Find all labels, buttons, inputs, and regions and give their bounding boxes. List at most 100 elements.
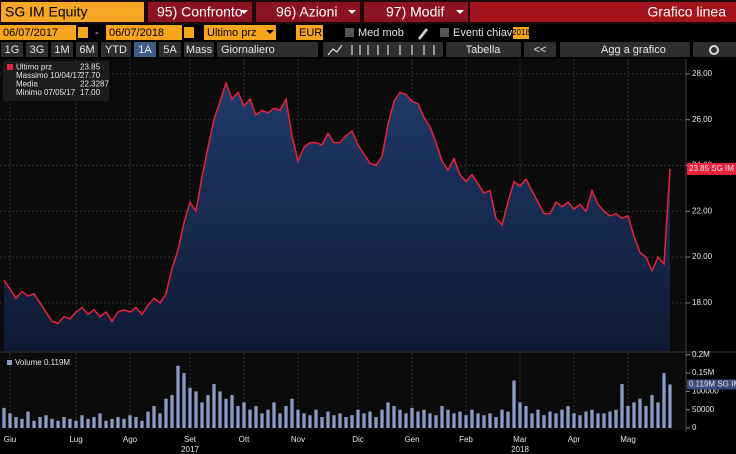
volume-bar <box>230 395 234 428</box>
volume-bar <box>98 413 102 428</box>
button-row: 1G 3G 1M 6M YTD 1A 5A Mass Giornaliero <box>1 42 318 57</box>
calendar-icon[interactable] <box>78 27 88 38</box>
x-tick-label: Apr <box>568 435 581 444</box>
y-tick-label: 0.15M <box>692 368 715 377</box>
volume-bar <box>56 420 60 428</box>
volume-bar <box>38 417 42 428</box>
price-line <box>3 80 671 325</box>
moving-avg: Med mob <box>358 27 404 39</box>
x-year-label: 2017 <box>181 445 199 454</box>
volume-bar <box>506 411 510 428</box>
tab[interactable] <box>256 2 360 22</box>
volume-bar <box>488 413 492 428</box>
volume-bar <box>260 413 264 428</box>
volume-bar <box>200 402 204 428</box>
volume-bar <box>290 398 294 428</box>
volume-bar <box>170 395 174 428</box>
volume-bar <box>392 406 396 428</box>
period-button[interactable] <box>51 42 73 57</box>
tab[interactable] <box>364 2 468 22</box>
volume-bar <box>362 413 366 428</box>
volume-bar <box>68 418 72 428</box>
volume-bar <box>344 417 348 428</box>
stat-value: 17.00 <box>80 88 101 97</box>
start-date: 06/07/2017 <box>3 27 58 39</box>
add-button[interactable] <box>560 42 690 57</box>
collapse-button[interactable] <box>524 42 556 57</box>
period-button[interactable] <box>101 42 131 57</box>
last-volume-tag <box>687 379 736 390</box>
chart-type: Grafico linea <box>647 4 726 20</box>
volume-bar <box>314 409 318 428</box>
period-label: Mass <box>186 44 213 56</box>
volume-bar <box>26 411 30 428</box>
ticker-box[interactable] <box>1 2 144 22</box>
calendar-icon[interactable] <box>184 27 194 38</box>
stat-name: Minimo 07/05/17 <box>16 88 76 97</box>
legend-swatch <box>7 64 13 70</box>
volume-legend-swatch <box>7 360 12 365</box>
y-tick-label: 22.00 <box>692 206 713 215</box>
volume-bar <box>182 373 186 428</box>
date-field[interactable] <box>0 25 76 40</box>
y-tick-label: 28.00 <box>692 69 713 78</box>
period-button[interactable] <box>134 42 156 57</box>
period-button[interactable] <box>1 42 23 57</box>
volume-bar <box>422 409 426 428</box>
period-button[interactable] <box>26 42 48 57</box>
currency-select[interactable] <box>296 25 323 40</box>
period-button[interactable] <box>159 42 181 57</box>
table-label: Tabella <box>466 44 502 56</box>
x-tick-label: Set <box>184 435 197 444</box>
currency: EUR <box>299 27 322 39</box>
date-field[interactable] <box>106 25 182 40</box>
volume-bar <box>254 406 258 428</box>
volume-bar <box>632 402 636 428</box>
period-button[interactable] <box>184 42 214 57</box>
frequency-select[interactable] <box>217 42 318 57</box>
volume-bar <box>2 407 6 428</box>
volume-bar <box>284 406 288 428</box>
events: Eventi chiave <box>453 27 518 39</box>
volume-bar <box>8 413 12 428</box>
volume-bar <box>296 409 300 428</box>
volume-bar <box>464 415 468 428</box>
volume-bar <box>356 409 360 428</box>
period-button[interactable] <box>76 42 98 57</box>
volume-bar <box>524 406 528 428</box>
volume-legend-value: 0.119M <box>44 358 70 367</box>
collapse-label: << <box>534 44 547 56</box>
period-label: 5A <box>163 44 177 56</box>
volume-bar <box>458 411 462 428</box>
settings-button[interactable] <box>693 42 736 57</box>
volume-bar <box>572 413 576 428</box>
y-tick-label: 20.00 <box>692 252 713 261</box>
volume-bar <box>266 409 270 428</box>
icon-buttons[interactable] <box>323 42 443 57</box>
volume-bar <box>626 406 630 428</box>
checkbox[interactable] <box>345 28 354 37</box>
volume-bar <box>338 413 342 428</box>
volume-bar <box>176 365 180 428</box>
x-tick-label: Mar <box>513 435 527 444</box>
volume-bar <box>512 380 516 428</box>
checkbox[interactable] <box>440 28 449 37</box>
volume-panel <box>0 353 686 430</box>
volume-bar <box>614 409 618 428</box>
volume-bar <box>404 413 408 428</box>
stat-name: Massimo 10/04/17 <box>16 71 82 80</box>
volume-legend-name: Volume <box>15 358 42 367</box>
field-select[interactable] <box>204 25 276 40</box>
volume-bar <box>536 409 540 428</box>
tab[interactable] <box>148 2 252 22</box>
period-label: 1G <box>5 44 20 56</box>
chart-type-box <box>470 2 736 22</box>
volume-bar <box>578 415 582 428</box>
x-tick-label: Feb <box>459 435 473 444</box>
table-button[interactable] <box>446 42 521 57</box>
volume-bar <box>476 413 480 428</box>
area-fill <box>4 83 670 351</box>
volume-bar <box>596 413 600 428</box>
pencil-icon[interactable] <box>418 28 428 40</box>
